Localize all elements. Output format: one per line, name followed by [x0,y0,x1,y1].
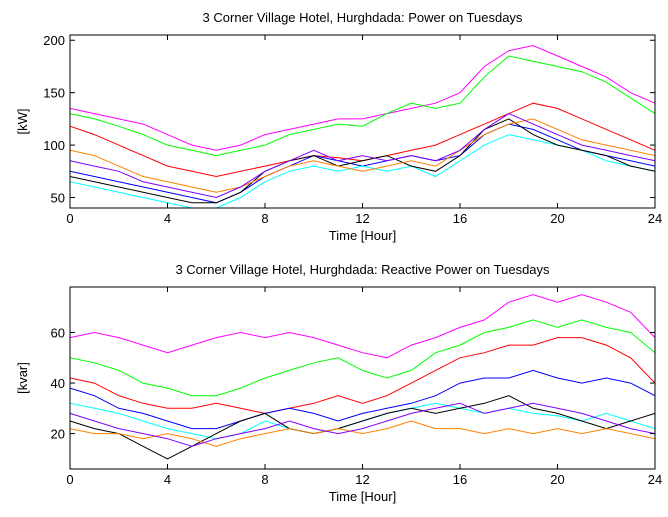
x-axis-label: Time [Hour] [329,228,396,243]
series-line [69,118,656,204]
x-tick-label: 8 [261,211,268,226]
series-line [69,402,656,447]
y-tick-label: 200 [43,33,65,48]
series-line [69,113,656,199]
x-axis-label: Time [Hour] [329,489,396,504]
series-line [69,395,656,460]
x-tick-label: 12 [355,472,369,487]
x-tick-label: 0 [66,472,73,487]
x-tick-label: 20 [550,211,564,226]
x-tick-label: 16 [453,472,467,487]
series-line [69,118,656,193]
x-tick-label: 24 [648,472,662,487]
series-line [69,420,656,447]
y-tick-label: 150 [43,86,65,101]
x-tick-label: 4 [164,472,171,487]
x-tick-label: 8 [261,472,268,487]
series-line [69,55,656,157]
series-line [69,294,656,359]
chart-title: 3 Corner Village Hotel, Hurghdada: React… [175,262,550,277]
y-tick-label: 60 [51,326,65,341]
y-tick-label: 40 [51,376,65,391]
y-tick-label: 50 [51,191,65,206]
series-line [69,44,656,151]
x-tick-label: 24 [648,211,662,226]
y-tick-label: 20 [51,427,65,442]
y-tick-label: 100 [43,138,65,153]
axes-background [70,287,655,469]
x-tick-label: 20 [550,472,564,487]
series-line [69,337,656,414]
x-tick-label: 12 [355,211,369,226]
x-tick-label: 0 [66,211,73,226]
y-axis-label: [kW] [15,109,30,135]
series-line [69,369,656,430]
chart-title: 3 Corner Village Hotel, Hurghdada: Power… [203,10,523,25]
y-axis-label: [kvar] [15,362,30,394]
axes-background [70,35,655,208]
x-tick-label: 4 [164,211,171,226]
x-tick-label: 16 [453,211,467,226]
series-line [69,319,656,397]
